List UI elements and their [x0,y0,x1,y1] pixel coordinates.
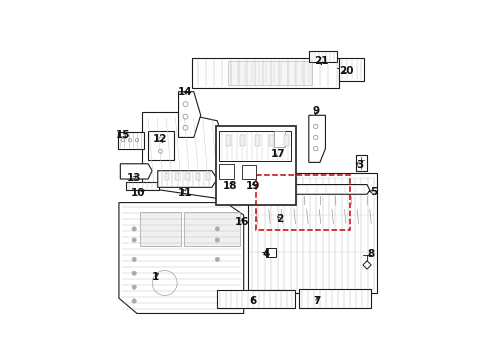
Bar [269,135,274,146]
Text: 9: 9 [311,106,319,116]
Bar [256,175,350,230]
Text: 21: 21 [313,56,328,66]
Text: 3: 3 [356,160,363,170]
Polygon shape [217,290,294,308]
Bar [240,135,244,146]
Bar [308,51,336,62]
Polygon shape [218,131,290,161]
Text: 15: 15 [116,130,130,140]
Polygon shape [192,58,339,87]
Polygon shape [148,131,174,159]
Bar [274,131,285,147]
Bar [261,132,289,157]
Bar [242,165,256,179]
Polygon shape [140,212,181,246]
Text: 13: 13 [127,173,141,183]
Polygon shape [299,288,370,308]
Text: 20: 20 [338,66,353,76]
Circle shape [132,271,136,275]
Bar [254,135,259,146]
Text: 7: 7 [313,296,320,306]
Bar [120,135,140,146]
Text: 14: 14 [178,87,192,97]
Bar [284,135,288,146]
Polygon shape [158,171,217,187]
Text: 12: 12 [153,134,167,144]
Text: 11: 11 [178,188,192,198]
Polygon shape [178,92,200,138]
Circle shape [215,238,219,242]
Text: 1: 1 [151,273,158,283]
Circle shape [132,238,136,242]
Circle shape [132,227,136,231]
Polygon shape [265,248,275,257]
Polygon shape [183,212,239,246]
Polygon shape [120,164,152,179]
Circle shape [132,299,136,303]
Bar [196,174,200,180]
Polygon shape [117,132,143,149]
Polygon shape [362,261,370,269]
Bar [206,174,210,180]
Circle shape [215,257,219,262]
Bar [175,174,179,180]
Polygon shape [247,174,376,293]
Polygon shape [308,115,325,162]
Text: 5: 5 [369,186,377,197]
Bar [218,164,233,179]
Polygon shape [275,185,369,194]
Bar [225,135,230,146]
Text: 8: 8 [367,249,374,259]
Polygon shape [355,156,366,171]
Text: 19: 19 [245,181,260,191]
Bar [164,174,168,180]
Polygon shape [142,112,228,198]
Bar [216,126,296,205]
Bar [339,58,364,81]
Circle shape [132,257,136,262]
Text: 6: 6 [249,296,257,306]
Text: 16: 16 [235,217,249,227]
Text: 2: 2 [276,214,283,224]
Text: 17: 17 [270,149,285,159]
Bar [223,293,289,305]
Bar [185,174,189,180]
Polygon shape [125,182,159,190]
Circle shape [132,285,136,289]
Bar [150,133,170,149]
Bar [123,165,141,176]
Circle shape [215,227,219,231]
Text: 10: 10 [131,188,145,198]
Polygon shape [228,61,311,85]
Polygon shape [119,203,243,314]
Text: 18: 18 [222,181,237,191]
Text: 4: 4 [262,249,269,259]
